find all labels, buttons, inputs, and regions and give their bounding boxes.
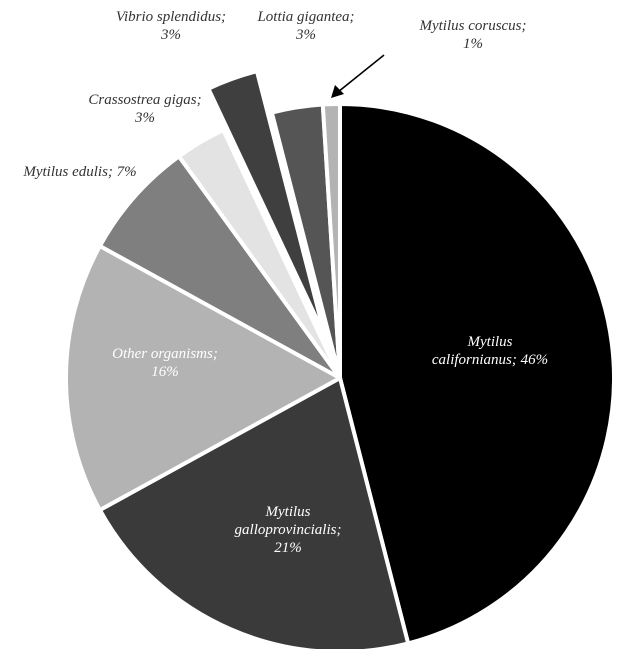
data-label-other-organisms: Other organisms; 16% [112, 346, 218, 380]
pie-slice-mytilus-californianus [338, 102, 616, 646]
pie-slice-vibrio-splendidus [206, 69, 328, 339]
pie-slice-other-organisms [64, 243, 342, 513]
pie-slice-mytilus-galloprovincialis [97, 376, 411, 649]
data-label-vibrio-splendidus: Vibrio splendidus; 3% [116, 9, 226, 43]
pie-labels: Mytilus californianus; 46% Mytilus gallopro… [22, 9, 548, 556]
leader-arrow [331, 54, 385, 98]
pie-slice-mytilus-edulis [97, 154, 342, 380]
data-label-mytilus-coruscus: Mytilus coruscus; 1% [418, 18, 526, 52]
data-label-mytilus-galloprovincialis: Mytilus galloprovincialis; 21% [235, 504, 342, 556]
pie-slice-crassostrea-gigas [176, 128, 342, 380]
data-label-crassostrea-gigas: Crassostrea gigas; 3% [88, 92, 201, 126]
pie-slice-mytilus-coruscus [320, 102, 342, 380]
data-label-mytilus-californianus: Mytilus californianus; 46% [432, 334, 548, 368]
data-label-lottia-gigantea: Lottia gigantea; 3% [256, 9, 354, 43]
data-label-mytilus-edulis: Mytilus edulis; 7% [22, 164, 136, 180]
pie-slices [64, 69, 616, 649]
